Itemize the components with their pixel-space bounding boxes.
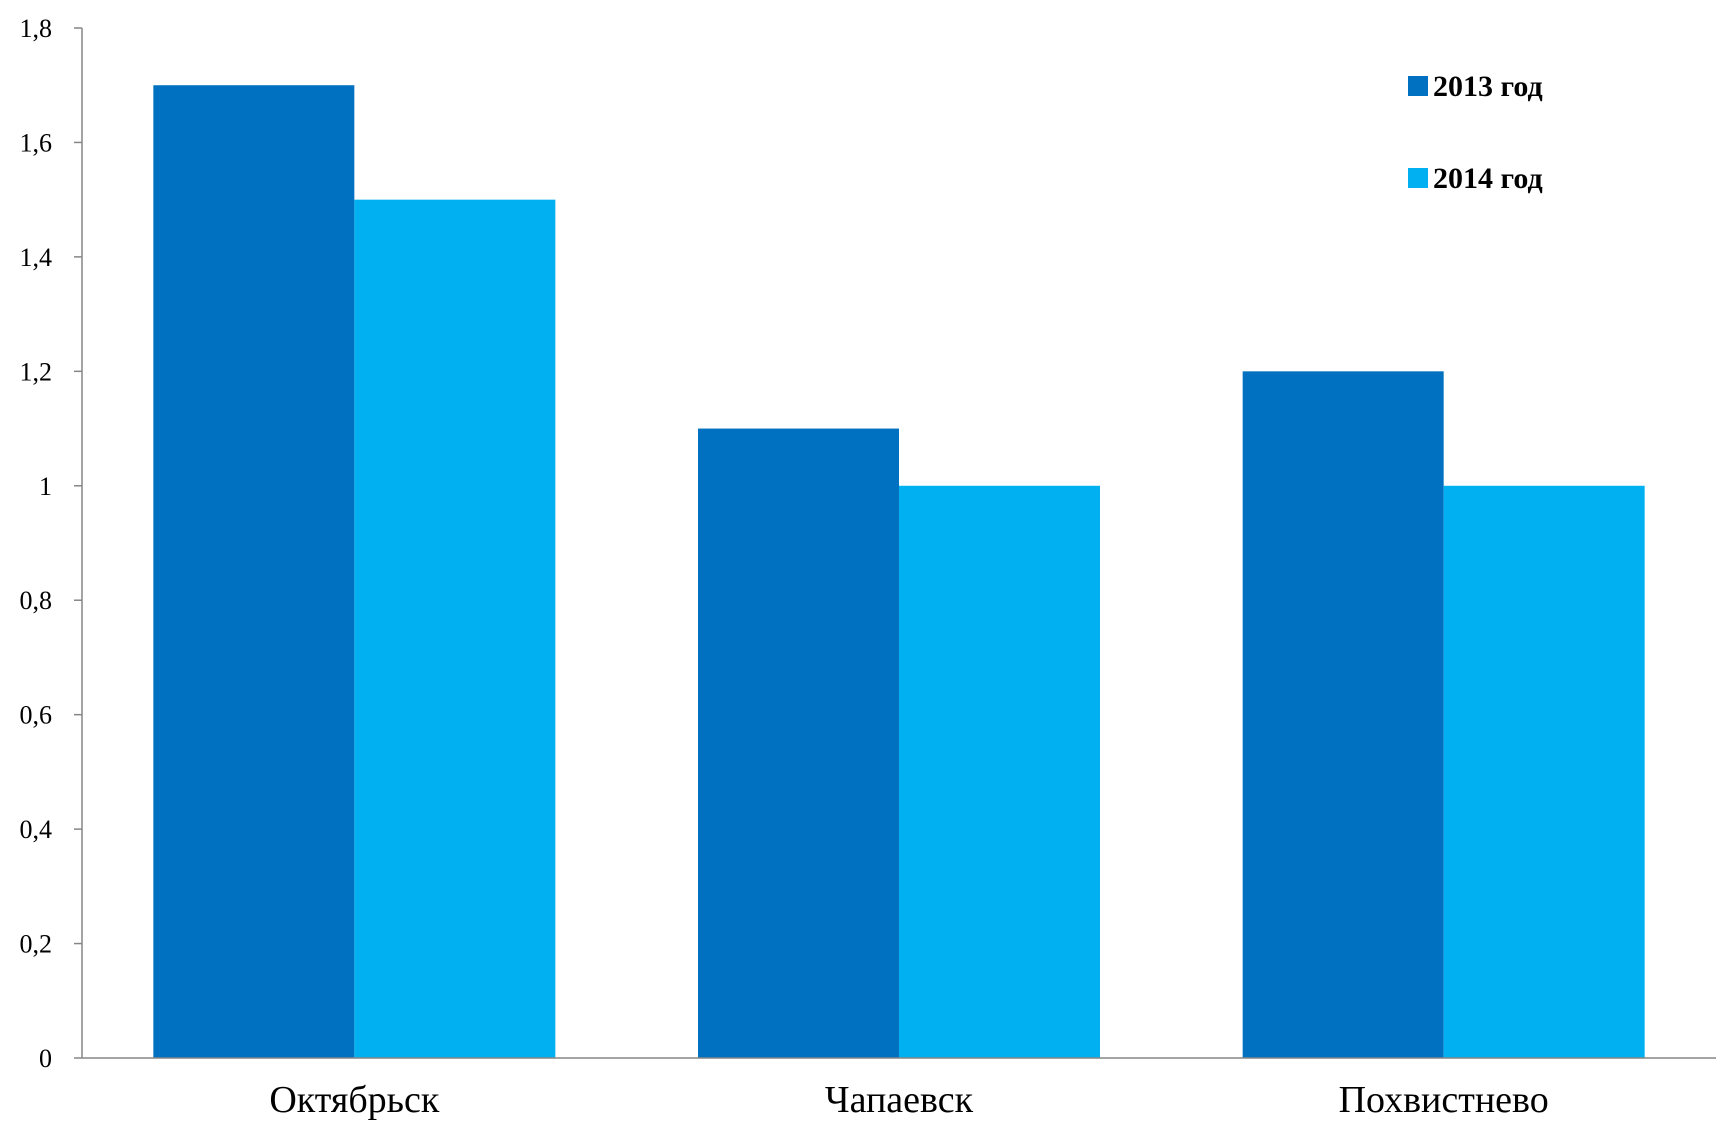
x-category-label: Похвистнево — [1339, 1079, 1549, 1121]
legend-swatch-2 — [1408, 168, 1428, 188]
legend-label-2: 2014 год — [1433, 162, 1543, 195]
y-tick-label: 0,6 — [20, 701, 53, 730]
y-tick-label: 1,8 — [20, 14, 53, 43]
legend-swatch-1 — [1408, 76, 1428, 96]
bar-2-1 — [354, 199, 556, 1058]
bar-1-3 — [1242, 371, 1444, 1058]
bar-1-2 — [698, 428, 899, 1058]
x-axis-labels: Октябрьск Чапаевск Похвистнево — [269, 1079, 1548, 1121]
x-category-label: Октябрьск — [269, 1079, 440, 1121]
y-tick-label: 1 — [39, 472, 52, 501]
y-axis-ticks: 0 0,2 0,4 0,6 0,8 1 1,2 1,4 1,6 1,8 — [20, 14, 82, 1073]
y-tick-label: 1,6 — [20, 128, 53, 157]
y-tick-label: 1,4 — [20, 243, 53, 272]
bar-2-2 — [899, 485, 1100, 1058]
x-category-label: Чапаевск — [825, 1079, 974, 1121]
y-tick-label: 1,2 — [20, 357, 53, 386]
bar-2-3 — [1443, 485, 1645, 1058]
y-tick-label: 0 — [39, 1044, 52, 1073]
y-tick-label: 0,4 — [20, 815, 53, 844]
y-tick-label: 0,2 — [20, 930, 53, 959]
legend: 2013 год 2014 год — [1408, 70, 1543, 195]
y-tick-label: 0,8 — [20, 586, 53, 615]
legend-label-1: 2013 год — [1433, 70, 1543, 103]
bar-1-1 — [153, 85, 355, 1058]
bars — [153, 85, 1645, 1058]
